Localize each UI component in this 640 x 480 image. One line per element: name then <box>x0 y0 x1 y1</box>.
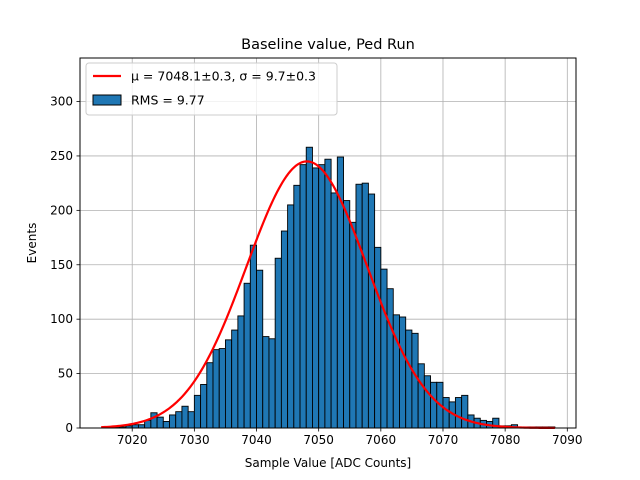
histogram-bar <box>454 397 463 429</box>
histogram-bar <box>249 244 257 429</box>
histogram-bar <box>206 362 214 429</box>
x-tick-label: 7050 <box>303 433 334 447</box>
histogram-bar <box>187 411 195 429</box>
histogram-bar <box>380 268 388 429</box>
histogram-bar <box>324 158 332 429</box>
x-axis-label: Sample Value [ADC Counts] <box>245 456 411 470</box>
x-tick-label: 7020 <box>117 433 148 447</box>
y-tick-label: 0 <box>65 421 73 435</box>
histogram-bar <box>287 204 295 429</box>
chart-title: Baseline value, Ped Run <box>241 37 415 53</box>
histogram-bar <box>330 192 338 429</box>
histogram-bar <box>218 348 226 429</box>
y-axis-ticks: 0 50 100 150 200 250 300 <box>50 95 80 435</box>
histogram-bar <box>399 316 407 429</box>
histogram-bar <box>256 269 264 429</box>
x-tick-label: 7070 <box>428 433 459 447</box>
histogram-bar <box>430 381 438 429</box>
histogram-bar <box>243 282 251 429</box>
histogram-bar <box>349 221 357 429</box>
x-tick-label: 7080 <box>490 433 521 447</box>
histogram-bar <box>411 332 419 429</box>
y-tick-label: 50 <box>58 367 73 381</box>
histogram-bar <box>280 230 289 429</box>
histogram-bar <box>461 394 469 429</box>
histogram-bar <box>237 315 245 429</box>
y-tick-label: 300 <box>50 95 73 109</box>
histogram-bar <box>361 182 369 429</box>
y-tick-label: 200 <box>50 203 73 217</box>
histogram-bar <box>374 246 382 429</box>
histogram-bar <box>417 363 425 429</box>
histogram-bar <box>299 164 307 429</box>
histogram-bar <box>162 421 170 429</box>
histogram-bar <box>355 183 363 429</box>
histogram-bar <box>423 375 432 429</box>
x-axis-ticks: 7020 7030 7040 7050 7060 7070 7080 7090 <box>117 428 583 447</box>
legend-histogram-label: RMS = 9.77 <box>131 93 205 108</box>
x-tick-label: 7090 <box>552 433 583 447</box>
x-tick-label: 7030 <box>179 433 210 447</box>
gaussian-fit-line <box>101 160 555 430</box>
histogram-bar <box>274 257 282 429</box>
histogram-bar <box>405 329 413 429</box>
histogram-bar <box>156 416 164 429</box>
legend-box <box>85 62 338 116</box>
y-tick-label: 150 <box>50 258 73 272</box>
histogram-bar <box>169 414 177 429</box>
x-tick-label: 7040 <box>241 433 272 447</box>
histogram-bar <box>293 184 301 429</box>
histogram-bar <box>268 338 276 429</box>
histogram-bar <box>200 384 208 429</box>
y-axis-label: Events <box>25 223 39 264</box>
histogram-bar <box>150 412 158 429</box>
histogram-bar <box>318 164 326 429</box>
histogram-bar <box>212 349 220 429</box>
legend: μ = 7048.1±0.3, σ = 9.7±0.3 RMS = 9.77 <box>85 62 338 116</box>
histogram-bar <box>224 339 233 429</box>
legend-fit-label: μ = 7048.1±0.3, σ = 9.7±0.3 <box>131 69 316 84</box>
histogram-bar <box>386 288 394 429</box>
x-tick-label: 7060 <box>366 433 397 447</box>
histogram-bar <box>175 411 183 429</box>
histogram-bar <box>343 200 351 429</box>
y-tick-label: 250 <box>50 149 73 163</box>
histogram-bar <box>193 394 202 429</box>
histogram-bar <box>312 167 320 429</box>
histogram-bar <box>181 405 189 429</box>
histogram-bar <box>231 329 239 429</box>
histogram-bar <box>367 193 376 429</box>
histogram-bar <box>305 146 313 429</box>
y-tick-label: 100 <box>50 312 73 326</box>
histogram-bar <box>442 397 450 429</box>
histogram-bar <box>392 314 400 429</box>
histogram-bar <box>262 336 270 429</box>
legend-histogram-swatch <box>92 94 122 106</box>
plot-frame <box>79 57 577 429</box>
